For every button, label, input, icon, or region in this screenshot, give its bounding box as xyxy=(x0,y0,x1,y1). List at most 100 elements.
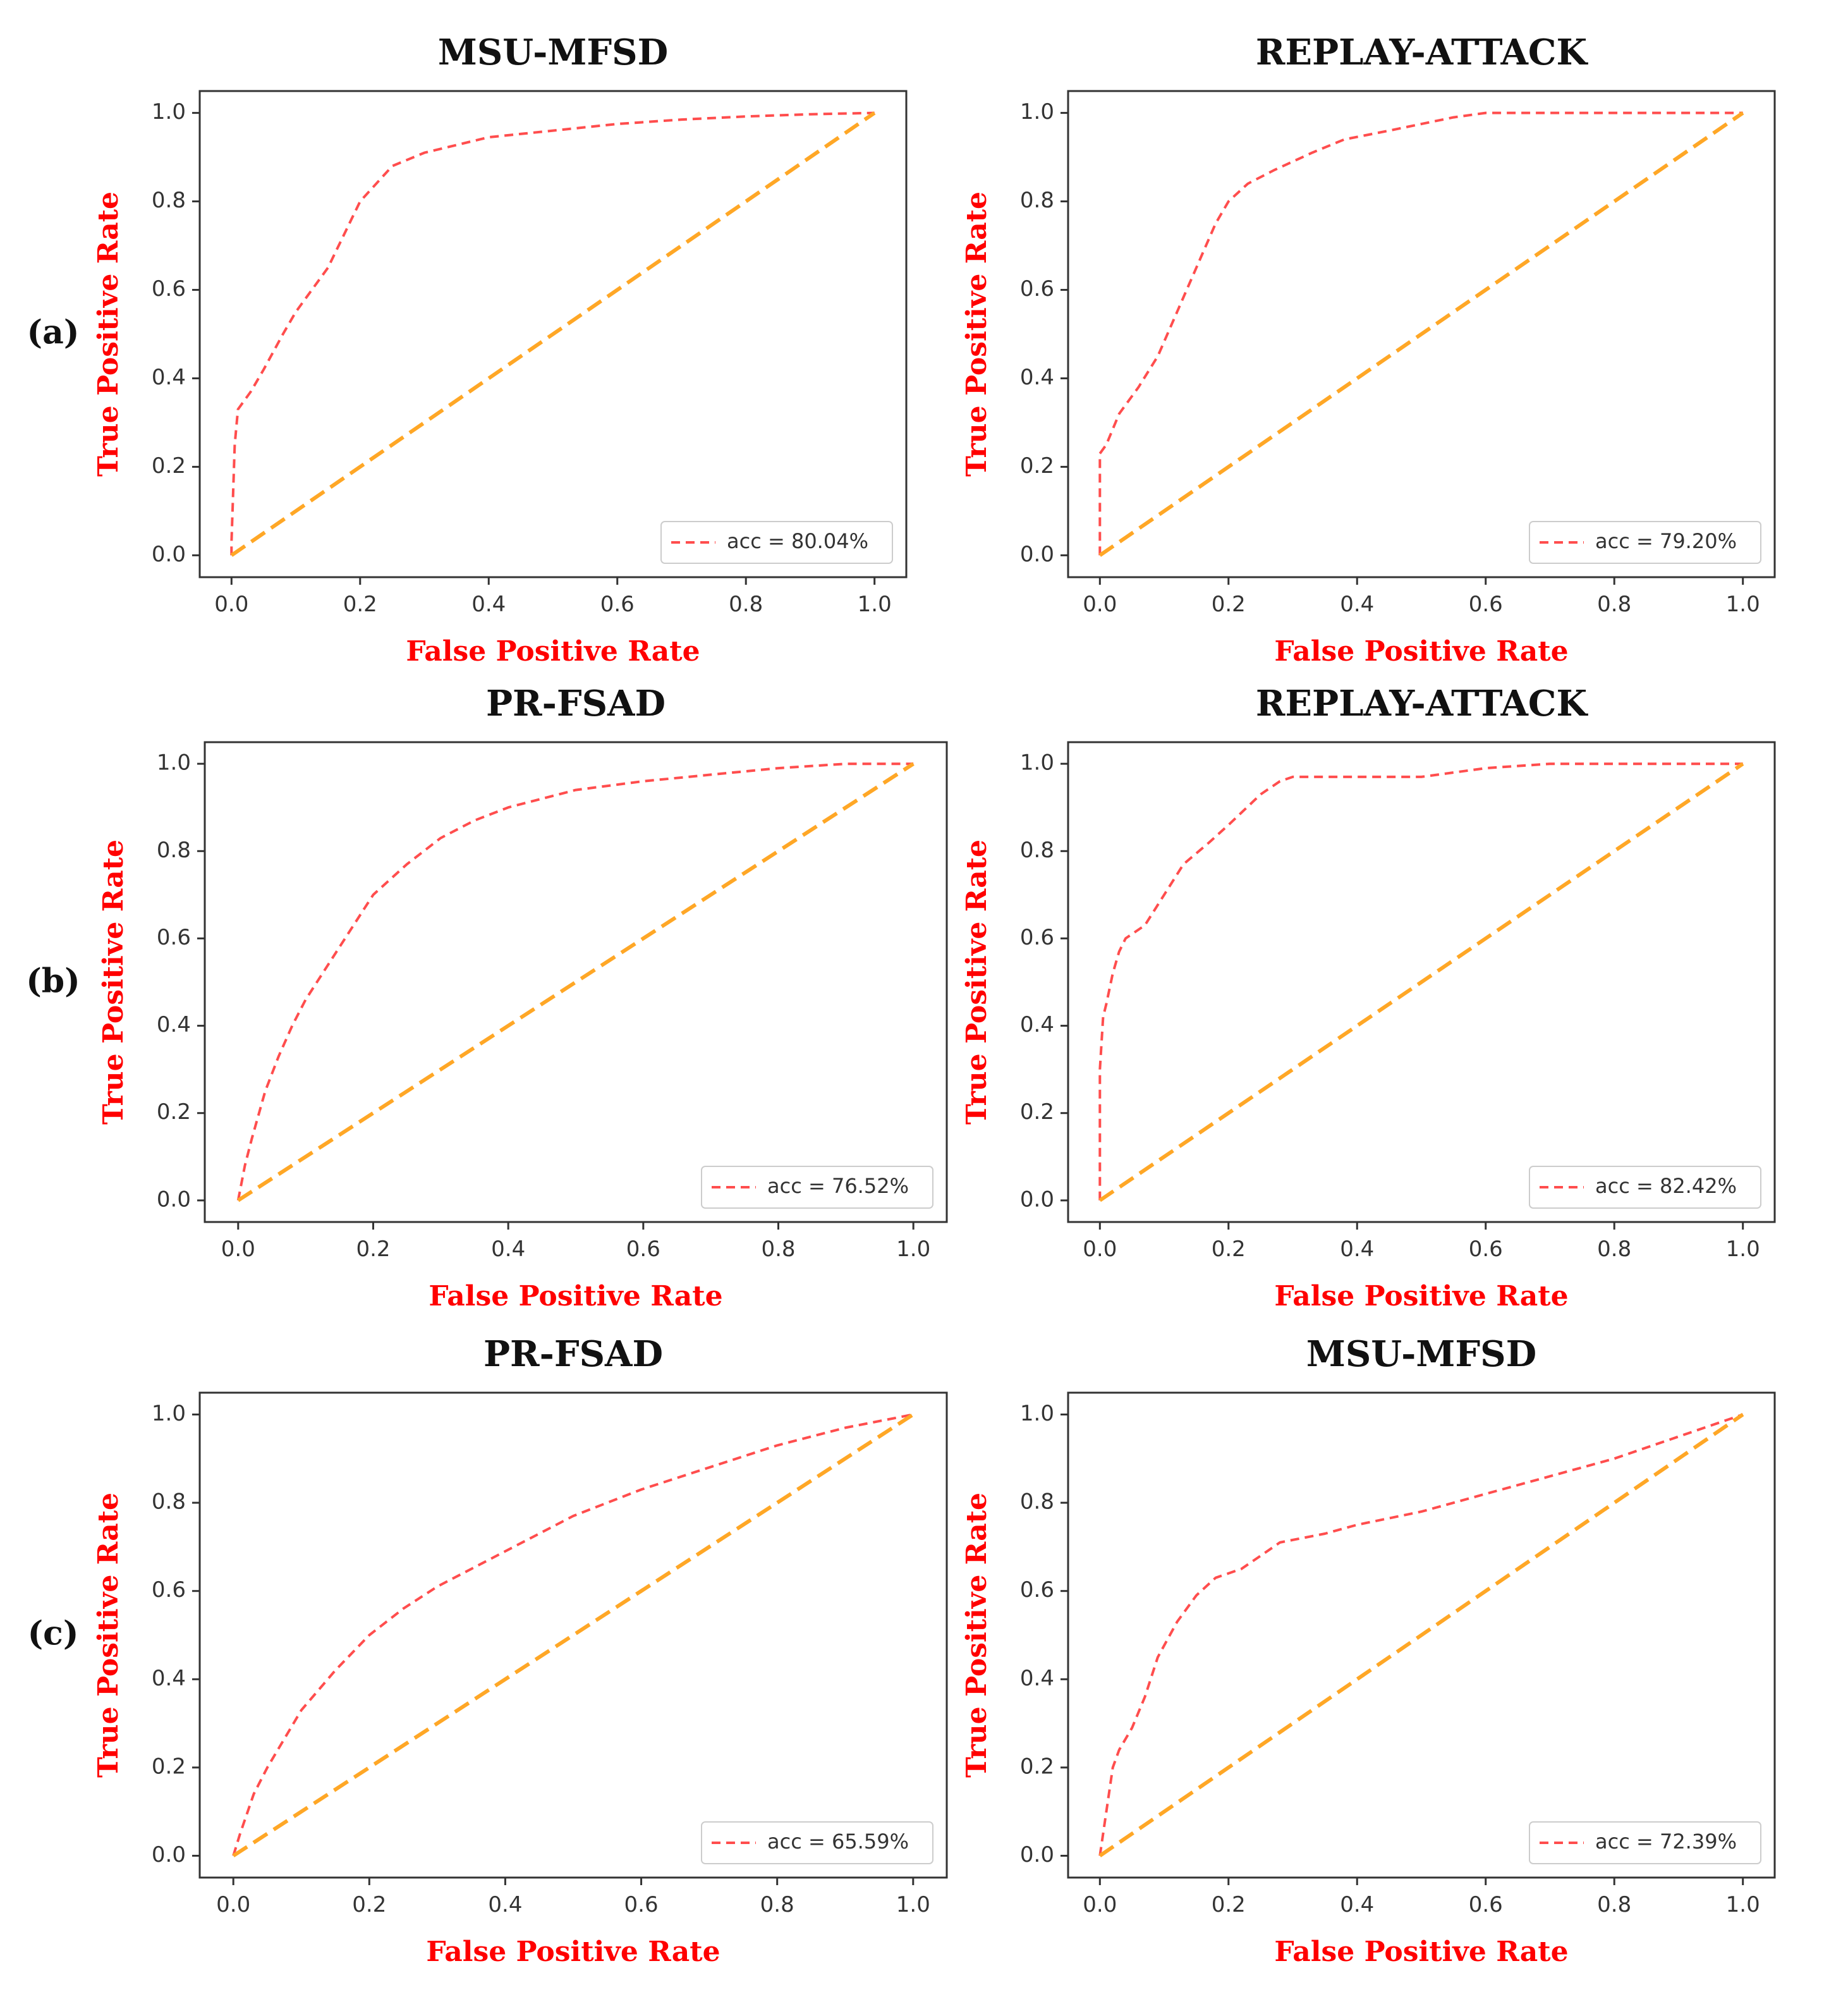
chance-diagonal-line xyxy=(1098,1413,1744,1857)
y-tick-label: 0.8 xyxy=(152,188,186,213)
legend-label: acc = 80.04% xyxy=(727,529,868,553)
x-tick-label: 1.0 xyxy=(896,1892,930,1917)
y-tick-label: 0.2 xyxy=(152,1754,186,1779)
x-axis-label: False Positive Rate xyxy=(429,1280,722,1312)
y-tick-label: 0.8 xyxy=(157,838,191,863)
legend-box xyxy=(701,1166,933,1209)
y-tick-label: 0.8 xyxy=(1020,1489,1054,1515)
x-axis-label: False Positive Rate xyxy=(426,1936,720,1968)
x-tick-label: 0.4 xyxy=(1340,1892,1374,1917)
y-tick-label: 0.0 xyxy=(152,1842,186,1867)
roc-curve-line xyxy=(232,1413,914,1857)
roc-panel-6: MSU-MFSD 0.0 0.2 0.4 0.6 0.8 1.0 0.0 0.2 0.4 0.6 0.… xyxy=(961,1333,1776,1968)
x-tick-label: 0.2 xyxy=(1212,1237,1246,1262)
x-tick-label: 0.6 xyxy=(1469,1892,1503,1917)
x-tick-label: 1.0 xyxy=(858,592,892,617)
y-tick-label: 0.6 xyxy=(1020,1577,1054,1603)
x-axis-label: False Positive Rate xyxy=(406,635,700,668)
x-tick-label: 0.0 xyxy=(1083,1892,1117,1917)
y-tick-label: 0.4 xyxy=(1020,365,1054,390)
y-tick-label: 1.0 xyxy=(152,99,186,125)
x-axis-label: False Positive Rate xyxy=(1274,1280,1568,1312)
x-tick-label: 0.0 xyxy=(216,1892,250,1917)
x-tick-label: 1.0 xyxy=(1726,1237,1760,1262)
x-tick-label: 1.0 xyxy=(1726,1892,1760,1917)
y-tick-label: 1.0 xyxy=(1020,1401,1054,1426)
roc-curve-line xyxy=(236,762,914,1201)
x-tick-label: 0.8 xyxy=(1597,592,1631,617)
y-tick-label: 0.0 xyxy=(157,1187,191,1212)
roc-panel-4: REPLAY-ATTACK 0.0 0.2 0.4 0.6 0.8 1.0 0.0 0.2 0.4… xyxy=(961,683,1776,1312)
y-tick-label: 0.6 xyxy=(1020,925,1054,950)
roc-curve-line xyxy=(1098,762,1743,1201)
y-tick-label: 0.4 xyxy=(152,1666,186,1691)
y-tick-label: 0.8 xyxy=(1020,188,1054,213)
legend-label: acc = 82.42% xyxy=(1595,1174,1737,1198)
y-tick-label: 0.0 xyxy=(1020,542,1054,567)
x-tick-label: 0.2 xyxy=(343,592,377,617)
y-tick-label: 0.0 xyxy=(1020,1187,1054,1212)
x-tick-label: 0.6 xyxy=(626,1237,660,1262)
chart-title: REPLAY-ATTACK xyxy=(1256,32,1589,73)
y-tick-label: 1.0 xyxy=(152,1401,186,1426)
x-tick-label: 0.4 xyxy=(491,1237,525,1262)
x-tick-label: 0.0 xyxy=(1083,592,1117,617)
roc-panel-3: PR-FSAD 0.0 0.2 0.4 0.6 0.8 1.0 0.0 0.2 0.4 0.6 0.8… xyxy=(97,683,948,1312)
y-tick-label: 0.6 xyxy=(1020,276,1054,302)
legend-box xyxy=(660,521,893,564)
legend-label: acc = 72.39% xyxy=(1595,1830,1737,1854)
legend-box xyxy=(701,1821,933,1864)
y-tick-label: 0.8 xyxy=(1020,838,1054,863)
x-tick-label: 0.2 xyxy=(352,1892,386,1917)
legend-box xyxy=(1529,1166,1761,1209)
x-tick-label: 1.0 xyxy=(896,1237,930,1262)
x-tick-label: 0.8 xyxy=(729,592,763,617)
row-label: (c) xyxy=(28,1615,79,1653)
y-tick-label: 0.4 xyxy=(152,365,186,390)
y-axis-label: True Positive Rate xyxy=(961,192,993,477)
y-axis-label: True Positive Rate xyxy=(961,840,993,1125)
x-tick-label: 0.2 xyxy=(1212,592,1246,617)
x-axis-label: False Positive Rate xyxy=(1274,635,1568,668)
y-tick-label: 0.2 xyxy=(152,453,186,479)
y-axis-label: True Positive Rate xyxy=(92,192,125,477)
x-tick-label: 0.4 xyxy=(488,1892,522,1917)
x-tick-label: 0.4 xyxy=(1340,1237,1374,1262)
chart-title: PR-FSAD xyxy=(483,1333,663,1375)
y-tick-label: 0.6 xyxy=(152,276,186,302)
x-tick-label: 0.8 xyxy=(1597,1237,1631,1262)
row-label: (a) xyxy=(27,314,80,352)
axes-frame xyxy=(1067,1391,1776,1879)
y-tick-label: 0.2 xyxy=(1020,453,1054,479)
y-tick-label: 1.0 xyxy=(157,750,191,776)
roc-curve-line xyxy=(1098,111,1743,556)
x-tick-label: 0.0 xyxy=(214,592,248,617)
y-tick-label: 0.0 xyxy=(152,542,186,567)
y-tick-label: 1.0 xyxy=(1020,750,1054,776)
y-tick-label: 0.4 xyxy=(1020,1012,1054,1037)
row-label: (b) xyxy=(26,962,80,1001)
axes-frame xyxy=(204,741,948,1223)
roc-curve-line xyxy=(230,111,875,556)
axes-frame xyxy=(1067,90,1776,578)
y-axis-label: True Positive Rate xyxy=(92,1493,125,1778)
x-tick-label: 0.8 xyxy=(761,1237,795,1262)
x-tick-label: 0.4 xyxy=(471,592,506,617)
y-tick-label: 0.6 xyxy=(152,1577,186,1603)
chart-title: PR-FSAD xyxy=(486,683,666,724)
chance-diagonal-line xyxy=(230,111,876,557)
x-tick-label: 0.8 xyxy=(760,1892,794,1917)
y-tick-label: 0.4 xyxy=(1020,1666,1054,1691)
x-tick-label: 0.0 xyxy=(221,1237,255,1262)
chance-diagonal-line xyxy=(232,1412,915,1858)
chart-title: MSU-MFSD xyxy=(1306,1333,1536,1375)
y-tick-label: 0.2 xyxy=(1020,1099,1054,1125)
chart-title: MSU-MFSD xyxy=(438,32,668,73)
roc-panel-2: REPLAY-ATTACK 0.0 0.2 0.4 0.6 0.8 1.0 0.0 0.2 0.4… xyxy=(961,32,1776,668)
legend-box xyxy=(1529,1821,1761,1864)
axes-frame xyxy=(198,90,908,578)
legend-label: acc = 65.59% xyxy=(767,1830,909,1854)
x-tick-label: 0.6 xyxy=(1469,1237,1503,1262)
chart-title: REPLAY-ATTACK xyxy=(1256,683,1589,724)
